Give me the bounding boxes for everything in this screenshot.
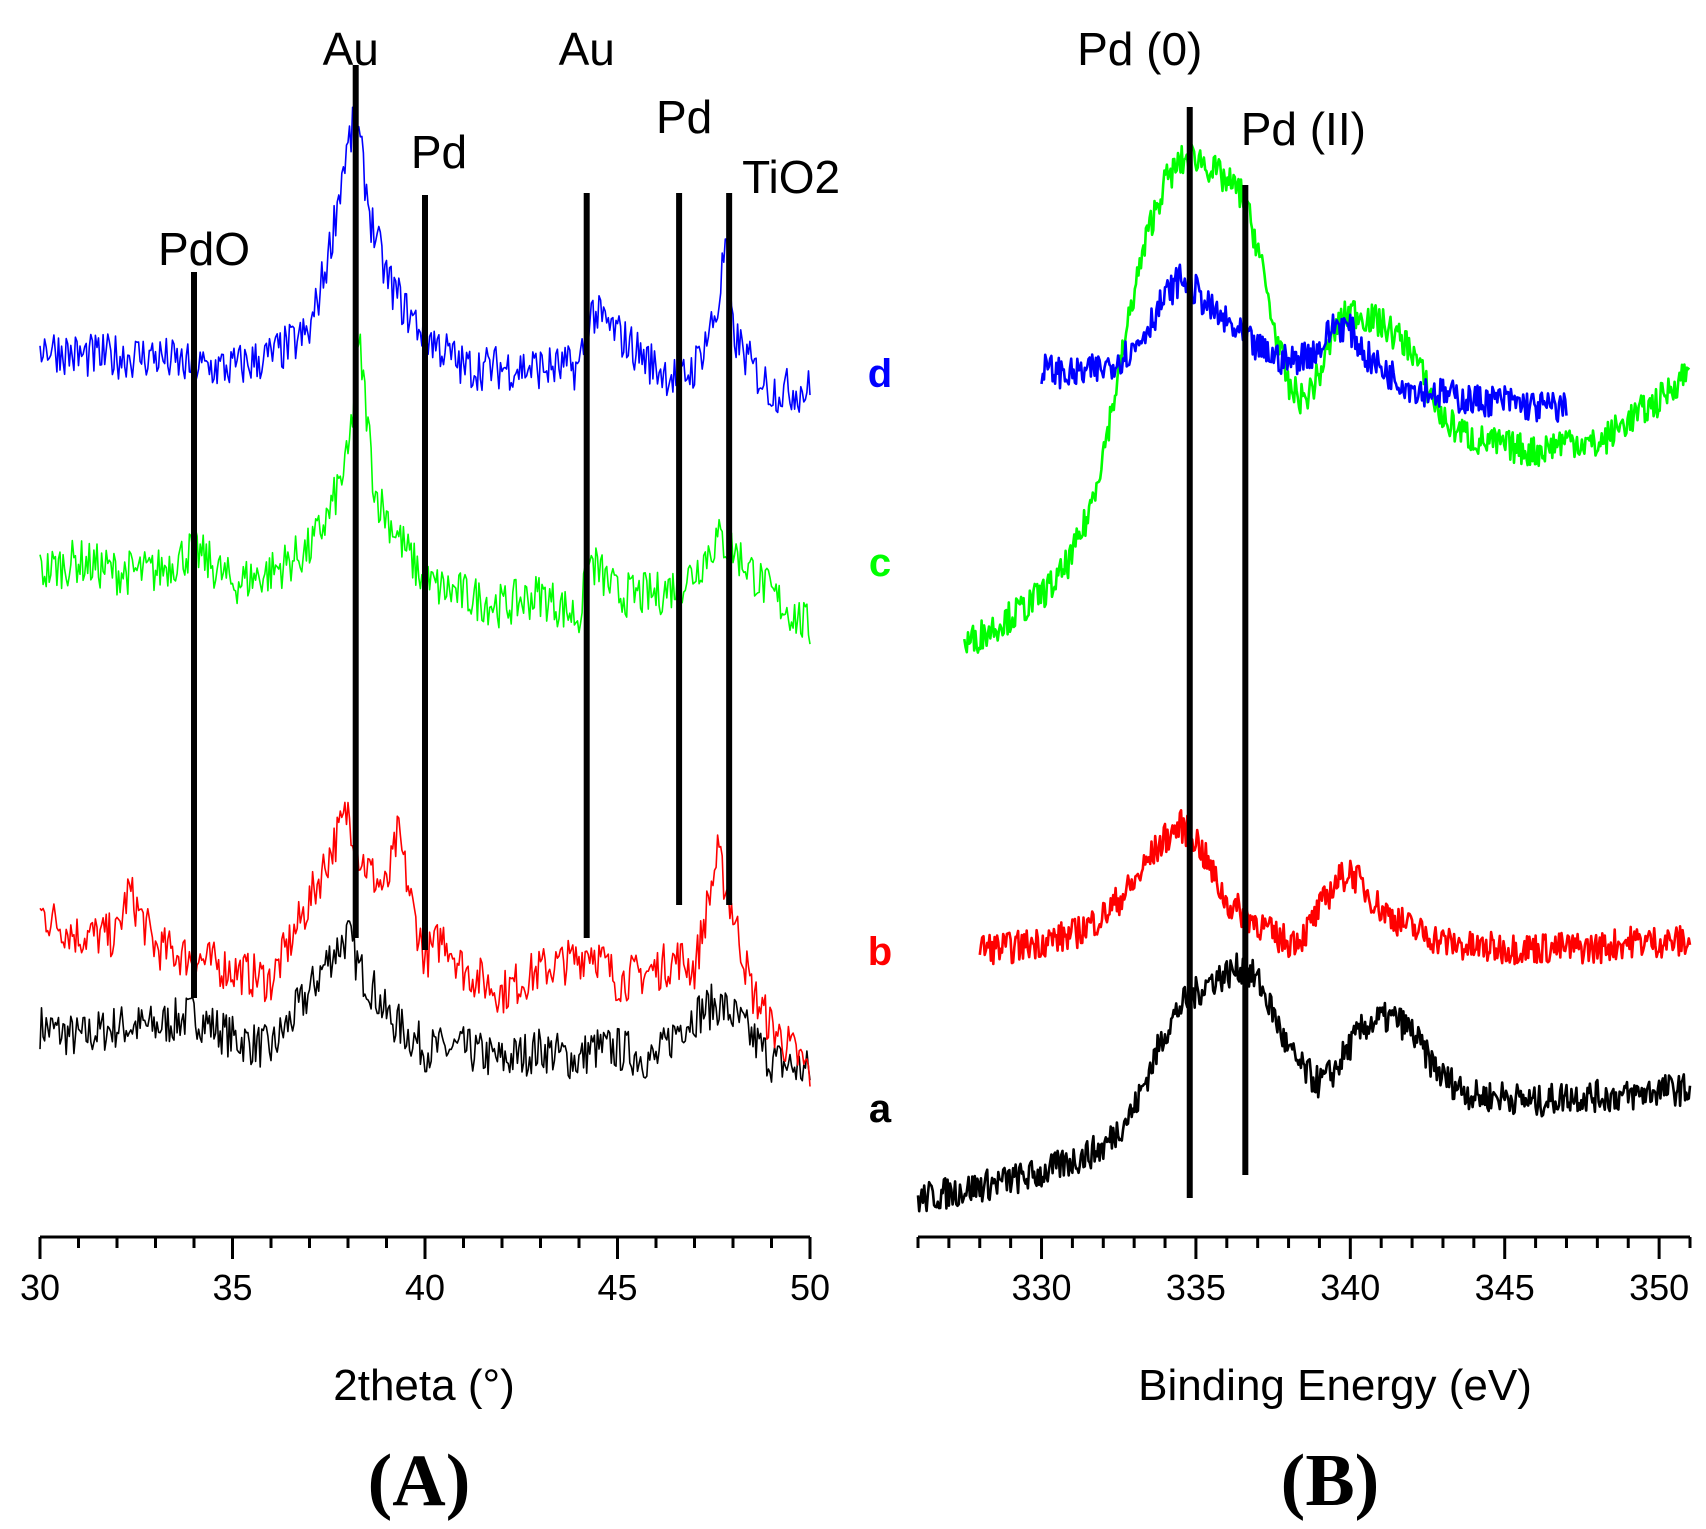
- reference-label: PdO: [158, 223, 250, 275]
- series-d-line: [1040, 263, 1568, 423]
- series-a-line: [39, 920, 811, 1083]
- x-tick-label: 40: [405, 1267, 445, 1308]
- x-tick-label: 330: [1011, 1267, 1071, 1308]
- series-c-line: [963, 143, 1691, 654]
- panel-b-reference-lines: Pd (0) Pd (II): [1077, 23, 1366, 1198]
- x-tick-label: 45: [597, 1267, 637, 1308]
- panel-a-x-axis: 30 35 40 45 50: [20, 1235, 830, 1308]
- reference-label: Au: [323, 23, 379, 75]
- panel-a-series-tags: a b c d: [868, 352, 892, 1131]
- series-tag-b: b: [868, 930, 892, 974]
- x-tick-label: 350: [1629, 1267, 1689, 1308]
- panel-b-series-group: [916, 143, 1692, 1213]
- reference-label: Pd (0): [1077, 23, 1202, 75]
- reference-label: TiO2: [742, 151, 840, 203]
- series-tag-d: d: [868, 352, 892, 396]
- panel-b-label: (B): [1281, 1440, 1380, 1522]
- series-tag-c: c: [869, 541, 891, 585]
- panel-b: Pd (0) Pd (II) 330 335 340 345 350 Binding En…: [916, 23, 1692, 1522]
- x-tick-label: 345: [1475, 1267, 1535, 1308]
- series-b-line: [39, 801, 811, 1087]
- panel-b-x-axis: 330 335 340 345 350: [916, 1235, 1692, 1308]
- panel-a-reference-lines: PdO Au Pd Au Pd TiO2: [158, 23, 840, 998]
- panel-a-label: (A): [368, 1440, 471, 1522]
- x-tick-label: 335: [1166, 1267, 1226, 1308]
- x-tick-label: 50: [790, 1267, 830, 1308]
- reference-label: Pd (II): [1241, 103, 1366, 155]
- x-tick-label: 30: [20, 1267, 60, 1308]
- x-tick-label: 340: [1320, 1267, 1380, 1308]
- reference-label: Pd: [411, 126, 467, 178]
- series-tag-a: a: [869, 1087, 892, 1131]
- reference-label: Pd: [656, 91, 712, 143]
- panel-a: PdO Au Pd Au Pd TiO2 a b c d 30 35 40 45 50 2theta (…: [20, 23, 892, 1522]
- reference-label: Au: [559, 23, 615, 75]
- x-tick-label: 35: [212, 1267, 252, 1308]
- series-b-line: [978, 809, 1692, 966]
- series-a-line: [916, 952, 1692, 1213]
- panel-b-x-axis-title: Binding Energy (eV): [1138, 1361, 1532, 1410]
- panel-a-x-axis-title: 2theta (°): [333, 1361, 514, 1410]
